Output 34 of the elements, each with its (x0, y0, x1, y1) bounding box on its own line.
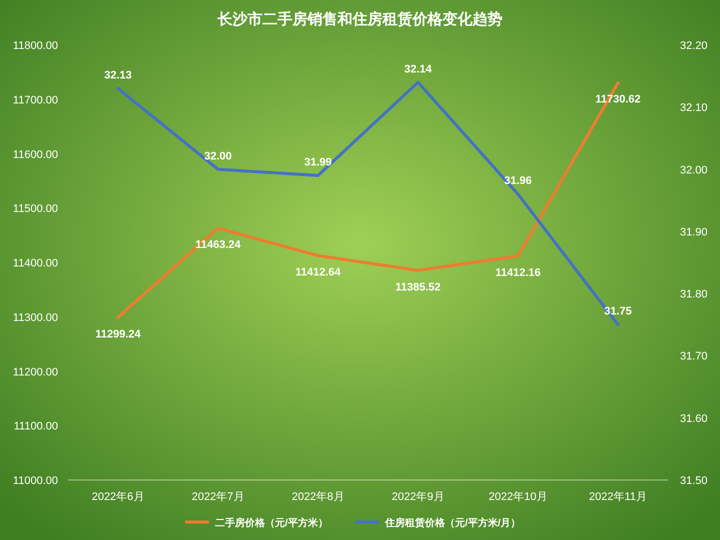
y-tick-label: 11500.00 (12, 203, 58, 216)
y-tick-label: 11800.00 (12, 40, 58, 52)
data-label: 11412.64 (295, 266, 342, 279)
y-tick-label: 11600.00 (12, 148, 58, 161)
y-tick-label: 11000.00 (12, 475, 58, 487)
data-label: 32.14 (404, 63, 433, 76)
x-tick-label: 2022年8月 (292, 491, 344, 503)
x-tick-label: 2022年10月 (488, 491, 548, 503)
y2-tick-label: 31.50 (680, 475, 708, 487)
data-label: 32.13 (104, 70, 132, 82)
y2-tick-label: 31.80 (680, 288, 708, 301)
x-tick-label: 2022年9月 (392, 491, 444, 503)
data-label: 11299.24 (95, 328, 142, 340)
legend-label: 二手房价格（元/平方米） (215, 517, 328, 529)
y2-tick-label: 32.00 (680, 164, 708, 176)
data-label: 31.99 (304, 156, 332, 168)
y2-tick-label: 31.60 (680, 412, 708, 425)
y-tick-label: 11200.00 (12, 366, 58, 378)
x-tick-label: 2022年6月 (92, 491, 144, 503)
data-label: 32.00 (204, 150, 232, 162)
data-label: 11412.16 (495, 266, 541, 279)
y-tick-label: 11700.00 (12, 94, 58, 106)
chart-title: 长沙市二手房销售和住房租赁价格变化趋势 (216, 10, 502, 28)
y2-tick-label: 31.70 (680, 350, 708, 363)
legend-label: 住房租赁价格（元/平方米/月） (384, 517, 521, 529)
y-tick-label: 11100.00 (14, 420, 58, 433)
y2-tick-label: 32.20 (680, 40, 708, 52)
y2-tick-label: 32.10 (680, 102, 708, 114)
x-tick-label: 2022年11月 (589, 491, 647, 503)
y-tick-label: 11300.00 (12, 312, 58, 324)
y-tick-label: 11400.00 (12, 258, 58, 270)
y2-tick-label: 31.90 (680, 226, 708, 238)
data-label: 11385.52 (395, 281, 441, 294)
x-tick-label: 2022年7月 (192, 491, 244, 503)
